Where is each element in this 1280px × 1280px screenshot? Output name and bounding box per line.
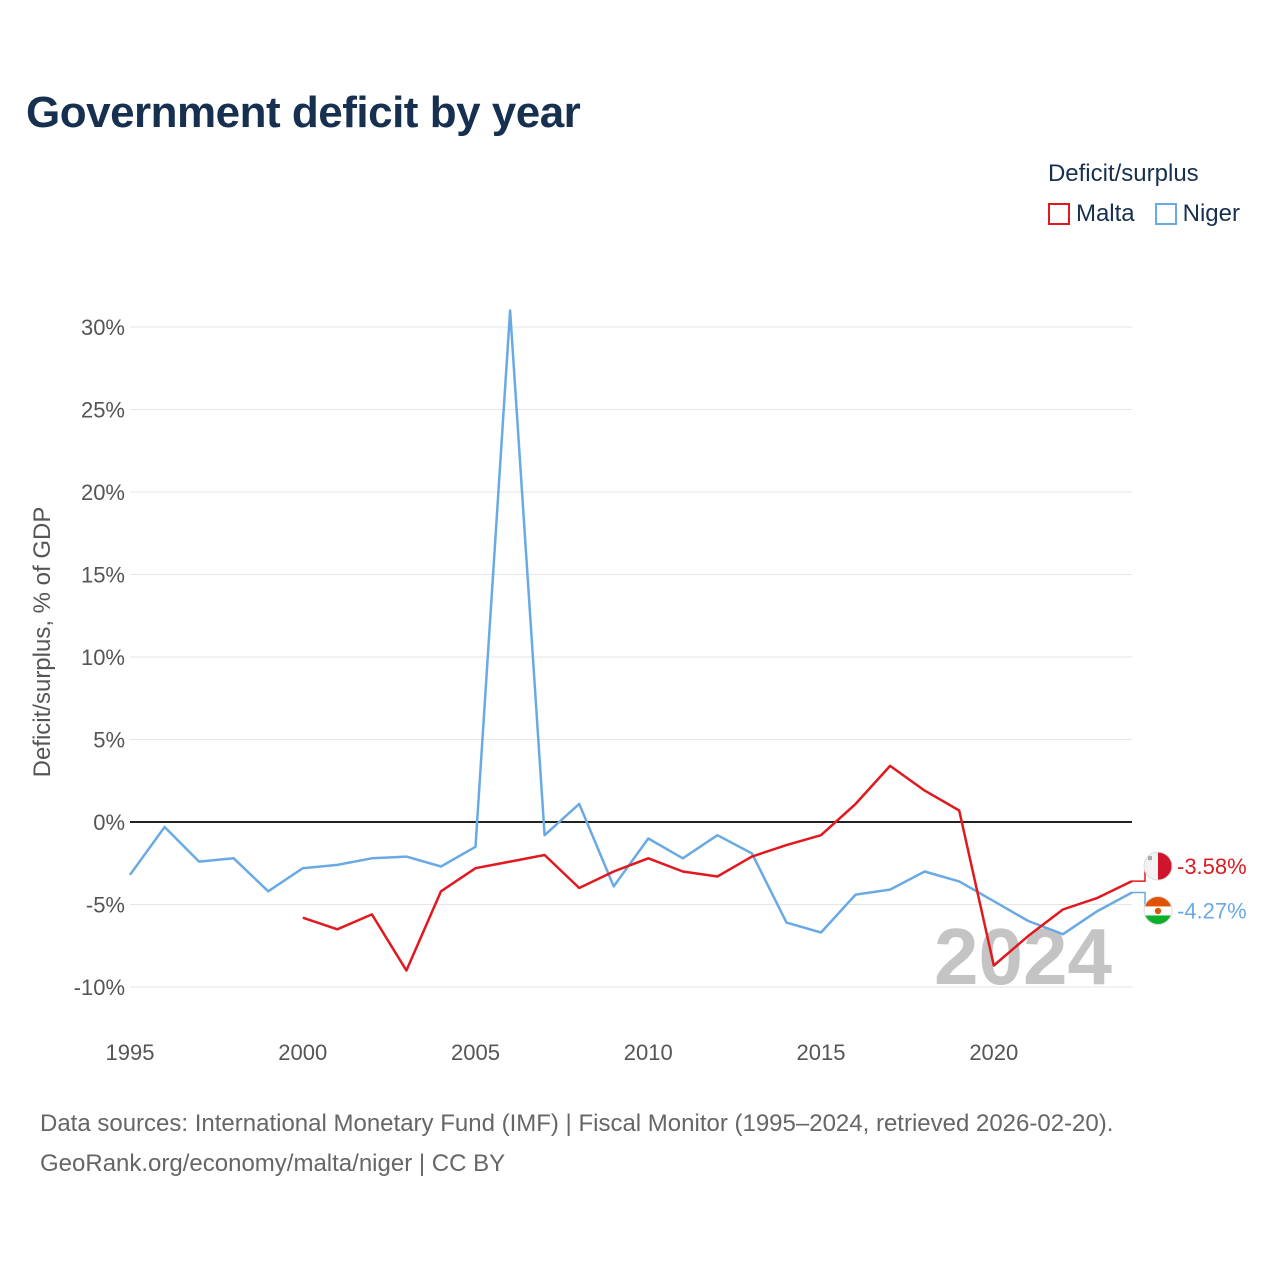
legend-label-niger: Niger [1182, 200, 1240, 227]
y-tick-label: 15% [81, 563, 125, 588]
flag-icon-niger [1143, 895, 1173, 925]
y-tick-label: 25% [81, 398, 125, 423]
legend-item-niger[interactable]: Niger [1154, 200, 1240, 228]
y-tick-label: 10% [81, 645, 125, 670]
x-tick-label: 2000 [278, 1040, 327, 1065]
chart-title: Government deficit by year [26, 88, 581, 137]
legend-swatch-malta [1047, 203, 1070, 225]
legend-item-malta[interactable]: Malta [1047, 200, 1135, 228]
end-value-label-malta: -3.58% [1177, 854, 1247, 879]
series-line-niger[interactable] [128, 309, 1133, 936]
flag-icon-malta [1143, 851, 1173, 881]
x-tick-label: 2015 [797, 1040, 846, 1065]
y-axis-label: Deficit/surplus, % of GDP [29, 507, 56, 778]
series-line-malta[interactable] [302, 764, 1133, 972]
end-connector-niger [1132, 891, 1146, 912]
footer-attribution[interactable]: GeoRank.org/economy/malta/niger | CC BY [40, 1150, 506, 1177]
y-tick-label: -10% [74, 975, 125, 1000]
x-tick-label: 2005 [451, 1040, 500, 1065]
x-tick-label: 2010 [624, 1040, 673, 1065]
y-tick-label: 0% [93, 810, 125, 835]
watermark-year: 2024 [934, 912, 1112, 1001]
footer: Data sources: International Monetary Fun… [40, 1104, 1113, 1184]
legend-title: Deficit/surplus [1047, 160, 1199, 187]
legend-label-malta: Malta [1075, 200, 1135, 227]
y-tick-label: -5% [86, 893, 125, 918]
legend: Deficit/surplus Malta Niger [1047, 160, 1240, 228]
y-tick-label: 5% [93, 728, 125, 753]
y-tick-label: 30% [81, 315, 125, 340]
legend-swatch-niger [1154, 203, 1177, 225]
end-connector-malta [1132, 865, 1146, 882]
end-value-label-niger: -4.27% [1177, 898, 1247, 923]
x-tick-label: 1995 [106, 1040, 155, 1065]
y-tick-label: 20% [81, 480, 125, 505]
footer-sources: Data sources: International Monetary Fun… [40, 1110, 1114, 1137]
x-tick-label: 2020 [969, 1040, 1018, 1065]
